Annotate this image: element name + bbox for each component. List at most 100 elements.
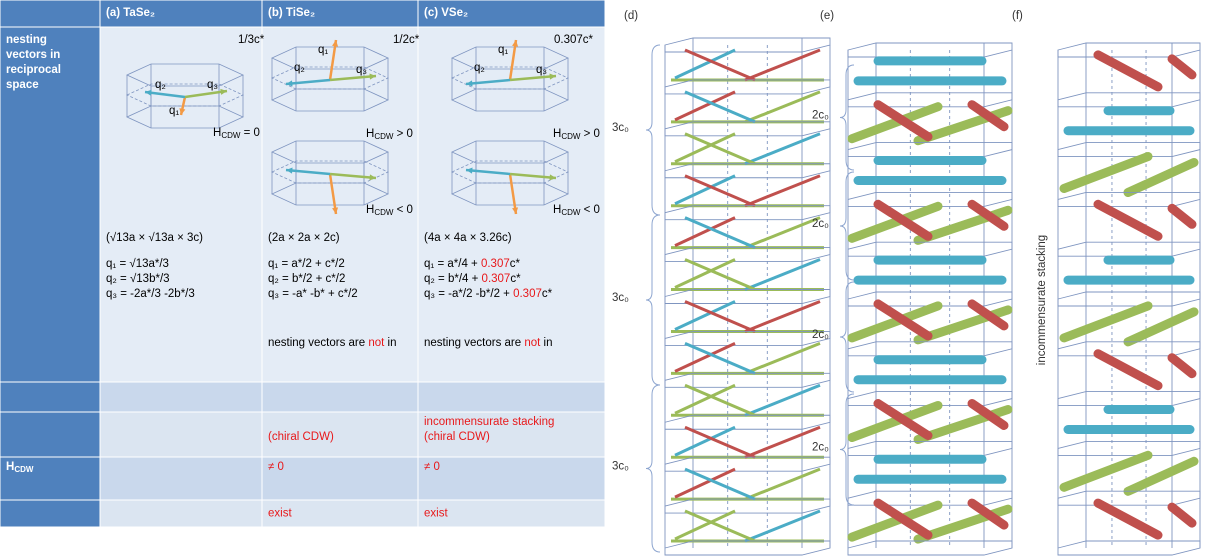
arrow xyxy=(509,74,557,82)
text-span: 0.307 xyxy=(482,273,511,285)
layer xyxy=(664,414,831,430)
vector-label: q₃ xyxy=(536,64,547,76)
text-span: exist xyxy=(268,508,292,520)
brace xyxy=(839,171,855,281)
text-span: ≠ 0 xyxy=(424,461,440,473)
layer xyxy=(664,205,831,221)
bar xyxy=(847,401,943,442)
subscript: CDW xyxy=(14,465,34,474)
layer xyxy=(1057,391,1201,407)
bar xyxy=(1059,152,1153,193)
vector-label: q₁ xyxy=(498,44,508,56)
bar xyxy=(744,425,821,459)
row-header: reciprocal xyxy=(6,64,61,76)
table-cell xyxy=(0,499,101,528)
table-cell xyxy=(261,26,419,383)
subscript: CDW xyxy=(561,208,581,217)
layer xyxy=(1057,440,1201,456)
bar xyxy=(1093,498,1163,540)
layer xyxy=(1057,291,1201,307)
layer xyxy=(847,42,1013,58)
bar xyxy=(684,216,756,250)
text-span: nesting vectors are xyxy=(424,337,524,349)
column-header: (a) TaSe₂ xyxy=(106,7,155,19)
text-span: 0.307 xyxy=(513,288,542,300)
bar xyxy=(1093,199,1163,241)
table-cell xyxy=(99,411,263,458)
magnitude-label: 0.307c* xyxy=(554,34,594,46)
vector-label: q₃ xyxy=(356,64,367,76)
text-line: q₂ = √13b*/3 xyxy=(106,272,170,285)
layer xyxy=(664,79,831,95)
text-line: HCDW = 0 xyxy=(213,127,260,140)
text-span: H xyxy=(6,461,14,473)
bar xyxy=(873,498,933,540)
row-header: space xyxy=(6,79,39,91)
arrow xyxy=(328,39,338,81)
bar xyxy=(674,258,736,289)
bar xyxy=(873,399,933,440)
table-cell xyxy=(99,26,263,383)
bar xyxy=(967,199,1009,231)
bar xyxy=(1167,54,1197,80)
table-cell xyxy=(0,411,101,458)
text-span: > 0 xyxy=(580,128,600,140)
supercell: (√13a × √13a × 3c) xyxy=(106,231,203,244)
layer xyxy=(664,372,831,388)
arrowhead xyxy=(179,108,186,115)
vector-label: q₂ xyxy=(474,62,485,74)
layer xyxy=(1057,241,1201,257)
bar xyxy=(967,399,1009,430)
table-cell xyxy=(99,0,263,28)
arrow xyxy=(144,90,186,99)
text-span: 0.307 xyxy=(481,258,510,270)
text-span: H xyxy=(366,128,374,140)
text-line: HCDW xyxy=(6,461,34,474)
bar xyxy=(744,132,821,166)
layer xyxy=(847,540,1013,556)
table-cell xyxy=(99,456,263,501)
bar xyxy=(684,48,756,82)
bar xyxy=(674,425,736,457)
magnitude-label: 1/3c* xyxy=(238,34,265,46)
bar xyxy=(1093,50,1163,92)
layer xyxy=(664,163,831,179)
text-span: not xyxy=(524,337,541,349)
text-span: c* xyxy=(510,273,521,285)
text-span: incommensurate stacking xyxy=(424,416,554,428)
brace xyxy=(839,64,855,171)
text-span: > 0 xyxy=(393,128,413,140)
layer xyxy=(847,391,1013,407)
layer xyxy=(847,490,1013,506)
arrow xyxy=(285,168,331,176)
text-line: nesting vectors are not in xyxy=(268,337,397,349)
layer xyxy=(1057,490,1201,506)
layer xyxy=(664,456,831,472)
arrowhead xyxy=(220,88,227,95)
arrow xyxy=(465,78,511,86)
layer xyxy=(664,330,831,346)
row-header: vectors in xyxy=(6,49,60,61)
bar xyxy=(847,500,943,542)
table-cell xyxy=(261,456,419,501)
arrow xyxy=(465,168,511,176)
bar xyxy=(847,301,943,343)
layer xyxy=(847,142,1013,158)
text-line: (chiral CDW) xyxy=(268,431,334,443)
bar xyxy=(684,174,756,208)
bar xyxy=(873,199,933,241)
text-line: nesting vectors are not in xyxy=(424,337,553,349)
text-span: H xyxy=(213,127,221,139)
row-header: nesting xyxy=(6,34,47,46)
column-header: (c) VSe₂ xyxy=(424,7,468,19)
table-cell xyxy=(417,381,606,413)
table-cell xyxy=(261,0,419,28)
bar xyxy=(744,467,821,501)
text-line: (chiral CDW) xyxy=(424,431,490,443)
panel-label: (d) xyxy=(624,10,638,22)
bar xyxy=(873,100,933,142)
text-line: HCDW < 0 xyxy=(366,204,413,217)
layer xyxy=(1057,92,1201,108)
bar xyxy=(674,342,736,373)
text-span: c* xyxy=(510,258,521,270)
